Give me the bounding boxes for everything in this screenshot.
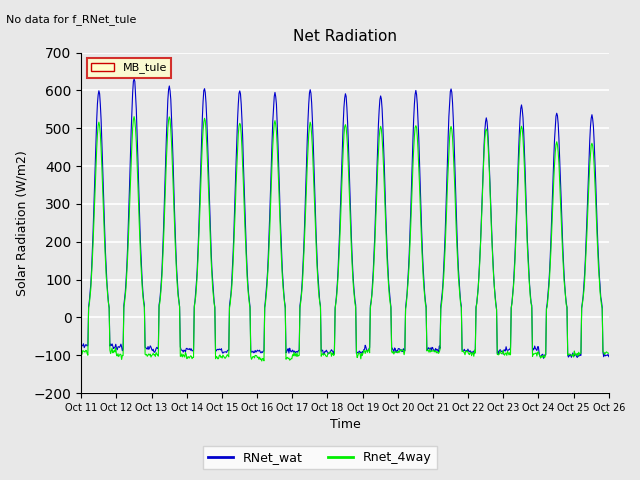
Rnet_4way (196, 222, 204, 228)
RNet_wat (87, 281, 95, 287)
Line: RNet_wat: RNet_wat (81, 79, 609, 359)
Rnet_4way (142, 352, 150, 358)
Text: No data for f_RNet_tule: No data for f_RNet_tule (6, 14, 137, 25)
RNet_wat (540, 356, 547, 361)
Rnet_4way (223, 354, 231, 360)
Title: Net Radiation: Net Radiation (293, 29, 397, 44)
RNet_wat (410, 117, 417, 122)
Legend: MB_tule: MB_tule (87, 58, 172, 78)
Rnet_4way (87, 286, 95, 291)
Y-axis label: Solar Radiation (W/m2): Solar Radiation (W/m2) (15, 150, 28, 296)
Rnet_4way (77, 348, 85, 354)
Legend: RNet_wat, Rnet_4way: RNet_wat, Rnet_4way (203, 446, 437, 469)
Rnet_4way (410, 133, 418, 139)
Line: Rnet_4way: Rnet_4way (81, 117, 609, 361)
RNet_wat (223, 348, 231, 354)
Rnet_4way (260, 358, 268, 364)
X-axis label: Time: Time (330, 419, 360, 432)
Rnet_4way (426, 349, 434, 355)
RNet_wat (425, 347, 433, 352)
Rnet_4way (605, 351, 612, 357)
RNet_wat (77, 341, 85, 347)
RNet_wat (196, 206, 204, 212)
RNet_wat (142, 345, 150, 350)
RNet_wat (605, 353, 612, 359)
RNet_wat (131, 76, 138, 82)
Rnet_4way (131, 114, 138, 120)
